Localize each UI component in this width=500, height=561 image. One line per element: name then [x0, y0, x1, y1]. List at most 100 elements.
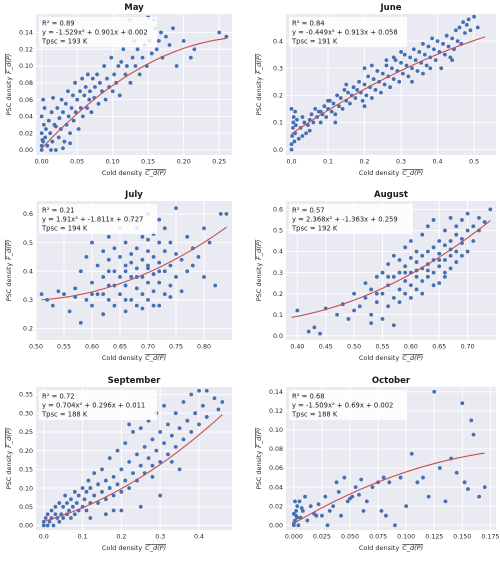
- data-point: [346, 90, 350, 95]
- data-point: [140, 292, 145, 297]
- data-point: [465, 211, 470, 216]
- data-point: [439, 66, 444, 71]
- data-point: [460, 237, 464, 241]
- data-point: [151, 254, 156, 259]
- data-point: [53, 504, 58, 509]
- data-point: [366, 74, 371, 79]
- data-point: [51, 523, 56, 528]
- data-point: [151, 289, 156, 294]
- data-point: [397, 270, 402, 275]
- data-point: [318, 109, 323, 114]
- data-point: [448, 55, 453, 60]
- data-point: [162, 441, 166, 446]
- data-point: [185, 234, 190, 239]
- y-tick-label: 0.2: [273, 291, 283, 298]
- data-point: [66, 89, 70, 94]
- data-point: [56, 289, 61, 294]
- data-point: [382, 82, 387, 87]
- data-point: [291, 120, 296, 125]
- y-tick-label: 0.35: [19, 392, 33, 399]
- data-point: [146, 297, 150, 302]
- data-point: [428, 66, 433, 71]
- x-tick-label: 0.3: [155, 534, 165, 541]
- data-point: [290, 134, 295, 138]
- data-point: [403, 291, 408, 296]
- data-point: [162, 249, 167, 254]
- data-point: [177, 426, 182, 431]
- annotation-line: R² = 0.89: [42, 20, 75, 28]
- annotation-line: R² = 0.68: [292, 393, 325, 401]
- data-point: [162, 403, 166, 408]
- data-point: [127, 486, 132, 490]
- data-point: [106, 234, 111, 239]
- data-point: [454, 224, 459, 229]
- data-point: [48, 131, 53, 136]
- fit-curve: [293, 452, 485, 524]
- data-point: [111, 474, 116, 479]
- data-point: [134, 286, 139, 291]
- data-point: [88, 486, 93, 490]
- x-tick-label: 0.175: [481, 534, 499, 541]
- annotation-line: Tpsc = 188 K: [291, 411, 338, 419]
- data-point: [133, 64, 138, 68]
- data-point: [293, 518, 297, 523]
- data-point: [134, 266, 139, 271]
- data-point: [115, 448, 120, 453]
- data-point: [323, 494, 328, 499]
- data-point: [291, 115, 296, 119]
- data-point: [123, 269, 128, 274]
- data-point: [307, 128, 312, 133]
- x-tick-label: 0.40: [290, 344, 304, 351]
- data-point: [369, 96, 374, 100]
- y-tick-label: 0.4: [273, 249, 283, 256]
- data-point: [362, 104, 367, 109]
- data-point: [426, 44, 431, 49]
- data-point: [393, 523, 397, 528]
- x-tick-label: 0.45: [319, 344, 333, 351]
- panel-1: 0.00 0.05 0.10 0.15 0.20 0.25 0.00 0.02 0.04 0.06…: [5, 3, 232, 177]
- y-axis-label-text: PSC density: [5, 451, 13, 490]
- annotation-background: [39, 204, 157, 234]
- data-point: [39, 292, 44, 297]
- data-point: [384, 513, 388, 518]
- data-point: [53, 512, 58, 517]
- data-point: [373, 88, 378, 92]
- data-point: [95, 72, 99, 77]
- data-point: [92, 471, 97, 475]
- y-tick-label: 0.10: [19, 485, 33, 492]
- x-axis-label: Cold density C_d(P): [359, 354, 423, 362]
- data-point: [322, 104, 327, 109]
- data-point: [189, 392, 194, 397]
- data-point: [403, 245, 408, 250]
- data-point: [168, 240, 173, 245]
- y-tick-label: 0.2: [23, 326, 33, 333]
- data-point: [140, 306, 145, 311]
- data-point: [338, 96, 343, 100]
- data-point: [457, 25, 462, 30]
- x-tick-label: 0.000: [285, 534, 303, 541]
- data-point: [448, 239, 453, 243]
- y-tick-label: 0.04: [269, 484, 283, 491]
- y-tick-label: 0.5: [273, 228, 283, 235]
- data-point: [414, 287, 419, 292]
- data-point: [123, 283, 128, 288]
- x-tick-label: 0.50: [29, 344, 43, 351]
- data-point: [69, 106, 74, 110]
- data-point: [135, 452, 139, 457]
- data-point: [106, 257, 111, 262]
- data-point: [189, 430, 194, 434]
- fit-curve: [43, 414, 223, 522]
- data-point: [185, 269, 190, 274]
- data-point: [291, 125, 295, 130]
- panel-3: 0.50 0.55 0.60 0.65 0.70 0.75 0.80 0.2 0.3 0.4 0.5…: [5, 190, 232, 362]
- data-point: [134, 246, 139, 251]
- data-point: [181, 38, 186, 43]
- data-point: [299, 506, 304, 510]
- data-point: [65, 501, 69, 505]
- data-point: [107, 456, 112, 461]
- data-point: [159, 30, 163, 35]
- x-tick-label: 0.25: [212, 159, 226, 166]
- data-point: [78, 269, 83, 274]
- data-point: [384, 58, 389, 62]
- data-point: [90, 292, 94, 297]
